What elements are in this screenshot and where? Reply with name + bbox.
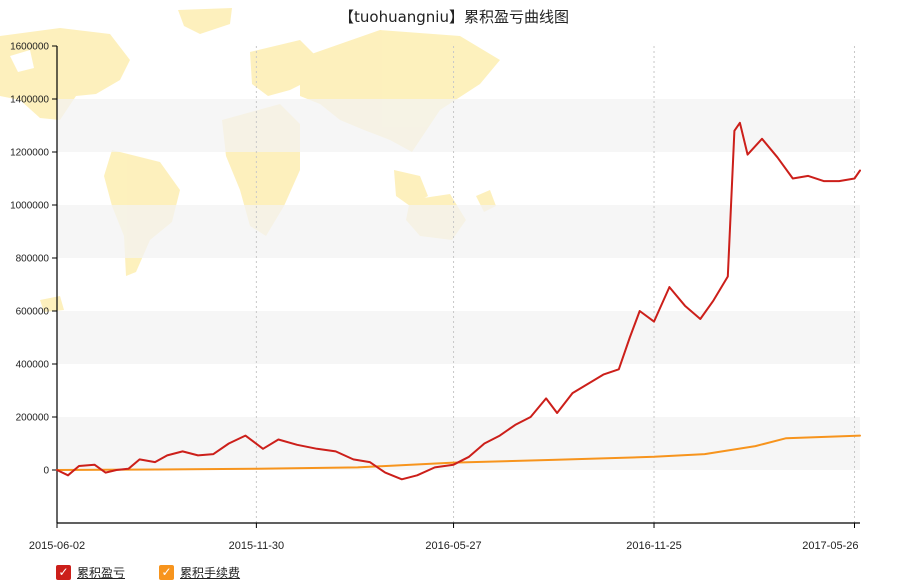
world-map-watermark [0,8,500,312]
series-line-pnl [56,121,861,481]
y-tick-label: 0 [43,466,49,477]
y-tick-label: 1600000 [10,42,49,53]
legend-item-pnl[interactable]: ✓ 累积盈亏 [56,562,125,582]
legend-item-fee[interactable]: ✓ 累积手续费 [159,562,240,582]
y-tick-label: 400000 [16,360,50,371]
grid-band [57,99,860,152]
y-tick-label: 1000000 [10,201,49,212]
x-tick-label: 2016-05-27 [425,540,481,552]
y-tick-label: 200000 [16,413,50,424]
legend-label-fee: 累积手续费 [180,565,241,580]
series-line-fee [56,434,861,471]
y-axis-ticks: 0 200000 400000 600000 800000 1000000 1200000 1… [10,42,57,477]
x-tick-label: 2015-11-30 [229,540,284,552]
grid-band [57,205,860,258]
x-tick-label: 2016-11-25 [626,540,681,552]
legend-label-pnl: 累积盈亏 [77,565,126,580]
x-tick-label: 2017-05-26 [802,540,858,552]
checkbox-checked-icon[interactable]: ✓ [56,564,71,580]
x-axis-ticks: 2015-06-02 2015-11-30 2016-05-27 2016-11-25… [29,523,858,552]
axes [56,46,860,524]
y-tick-label: 1400000 [10,95,49,106]
checkbox-checked-icon[interactable]: ✓ [159,564,175,580]
x-tick-label: 2015-06-02 [29,540,85,552]
y-tick-label: 800000 [16,254,50,265]
y-tick-label: 1200000 [10,148,49,159]
grid-bands [57,99,860,470]
y-tick-label: 600000 [16,307,50,318]
chart-title: 【tuohuangniu】累积盈亏曲线图 [339,8,569,26]
legend: ✓ 累积盈亏 ✓ 累积手续费 [56,562,240,582]
grid-band [57,311,860,364]
series-lines [56,121,861,481]
